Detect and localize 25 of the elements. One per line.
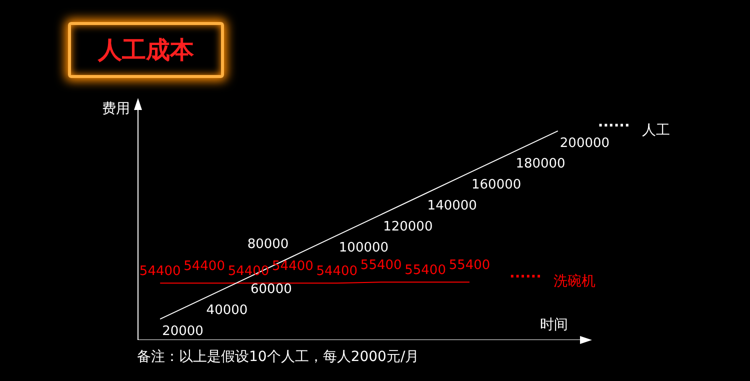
data-label: 160000 xyxy=(472,178,522,193)
x-axis-title: 时间 xyxy=(540,316,568,334)
data-label: 180000 xyxy=(516,156,566,172)
data-label: 200000 xyxy=(560,136,610,151)
data-label: 100000 xyxy=(338,240,389,256)
y-axis-title: 费用 xyxy=(102,100,130,118)
data-label: 54400 xyxy=(272,259,314,274)
data-label: 140000 xyxy=(427,198,477,214)
data-label: 55400 xyxy=(360,258,402,273)
data-label: 20000 xyxy=(162,324,204,339)
annotation: ...... xyxy=(510,266,542,282)
text: 洗碗机 xyxy=(553,274,596,290)
data-label: 55400 xyxy=(404,262,446,278)
text: 备注：以上是假设10个人工，每人2000元/月 xyxy=(137,348,420,366)
chart-title: 人工成本 xyxy=(68,22,224,78)
data-label: 54400 xyxy=(316,264,358,279)
data-label: 60000 xyxy=(250,282,292,298)
data-label: 80000 xyxy=(247,237,289,252)
data-label: 54400 xyxy=(184,259,225,274)
data-label: 120000 xyxy=(383,219,433,234)
text: 人工 xyxy=(642,122,670,139)
text: ...... xyxy=(598,114,630,131)
data-label: 55400 xyxy=(448,258,490,273)
data-label: 54400 xyxy=(139,264,181,279)
data-label: 40000 xyxy=(206,303,248,318)
